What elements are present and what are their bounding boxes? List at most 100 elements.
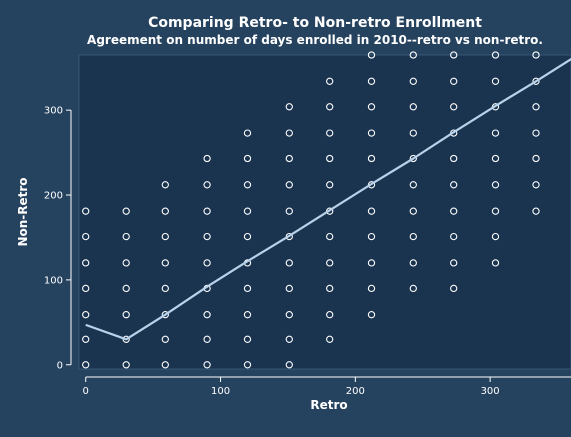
scatter-point — [532, 181, 540, 189]
scatter-point — [491, 77, 500, 85]
scatter-point — [450, 284, 458, 293]
y-tick-label: 100 — [44, 275, 63, 286]
scatter-point — [450, 259, 458, 267]
scatter-point — [532, 77, 540, 85]
scatter-point — [285, 361, 293, 369]
scatter-point — [367, 207, 376, 215]
scatter-point — [203, 207, 211, 215]
scatter-point — [491, 181, 500, 189]
scatter-point — [532, 129, 540, 137]
scatter-point — [82, 335, 90, 343]
x-axis: 0 100 200 300 — [83, 376, 571, 397]
scatter-point — [326, 154, 334, 163]
scatter-point — [450, 77, 458, 85]
scatter-point — [122, 361, 130, 369]
scatter-point — [243, 232, 252, 241]
scatter-point — [367, 129, 376, 137]
scatter-point — [203, 361, 211, 369]
scatter-point — [450, 103, 458, 111]
scatter-point — [161, 207, 169, 215]
y-axis: 0 100 200 300 — [44, 106, 72, 371]
scatter-point — [367, 259, 376, 267]
scatter-point — [409, 154, 417, 163]
fit-line-layer — [85, 57, 571, 341]
scatter-point — [491, 154, 500, 163]
scatter-point — [367, 103, 376, 111]
scatter-point — [532, 51, 540, 59]
scatter-point — [285, 259, 293, 267]
scatter-point — [285, 154, 293, 163]
scatter-point — [203, 259, 211, 267]
scatter-point — [367, 311, 376, 319]
scatter-point — [491, 129, 500, 137]
x-tick-label: 0 — [83, 386, 89, 397]
x-tick-label: 100 — [211, 386, 230, 397]
scatter-point — [367, 232, 376, 241]
scatter-point — [203, 335, 211, 343]
scatter-point — [122, 311, 130, 319]
y-axis-label: Non-Retro — [16, 177, 30, 246]
scatter-point — [409, 207, 417, 215]
scatter-point — [285, 311, 293, 319]
scatter-point — [450, 207, 458, 215]
scatter-point — [82, 311, 90, 319]
scatter-point — [450, 181, 458, 189]
chart-title: Comparing Retro- to Non-retro Enrollment — [148, 15, 482, 31]
scatter-point — [409, 103, 417, 111]
scatter-point — [243, 311, 252, 319]
scatter-point — [122, 207, 130, 215]
scatter-point — [409, 284, 417, 293]
scatter-point — [409, 129, 417, 137]
scatter-point — [285, 181, 293, 189]
scatter-point — [326, 77, 334, 85]
scatter-point — [491, 207, 500, 215]
scatter-point — [326, 103, 334, 111]
scatter-point — [491, 51, 500, 59]
scatter-point — [326, 181, 334, 189]
scatter-point — [409, 77, 417, 85]
scatter-point — [82, 361, 90, 369]
scatter-point — [285, 207, 293, 215]
scatter-point — [243, 129, 252, 137]
scatter-point — [285, 284, 293, 293]
scatter-point — [203, 154, 211, 163]
scatter-point — [243, 154, 252, 163]
scatter-point — [450, 232, 458, 241]
scatter-point — [491, 232, 500, 241]
scatter-point — [409, 259, 417, 267]
scatter-point — [450, 154, 458, 163]
scatter-point — [532, 103, 540, 111]
scatter-point — [243, 361, 252, 369]
scatter-point — [367, 77, 376, 85]
fit-line — [85, 57, 571, 341]
scatter-point — [367, 284, 376, 293]
scatter-point — [82, 259, 90, 267]
scatter-point — [122, 259, 130, 267]
scatter-point — [326, 129, 334, 137]
scatter-point — [285, 129, 293, 137]
x-axis-label: Retro — [310, 398, 347, 412]
scatter-point — [326, 284, 334, 293]
scatter-point — [122, 284, 130, 293]
scatter-point — [161, 181, 169, 189]
scatter-point — [532, 154, 540, 163]
scatter-point — [243, 207, 252, 215]
scatter-point — [161, 284, 169, 293]
y-tick-label: 200 — [44, 191, 63, 202]
scatter-point — [82, 207, 90, 215]
scatter-point — [367, 154, 376, 163]
scatter-point — [122, 232, 130, 241]
scatter-point — [161, 361, 169, 369]
scatter-point — [243, 335, 252, 343]
y-tick-label: 300 — [44, 106, 63, 117]
scatter-point — [243, 284, 252, 293]
scatter-point — [161, 259, 169, 267]
scatter-point — [326, 335, 334, 343]
scatter-point — [203, 311, 211, 319]
scatter-point — [409, 232, 417, 241]
chart-subtitle: Agreement on number of days enrolled in … — [87, 33, 543, 47]
scatter-point — [82, 232, 90, 241]
scatter-point — [285, 103, 293, 111]
scatter-point — [243, 181, 252, 189]
